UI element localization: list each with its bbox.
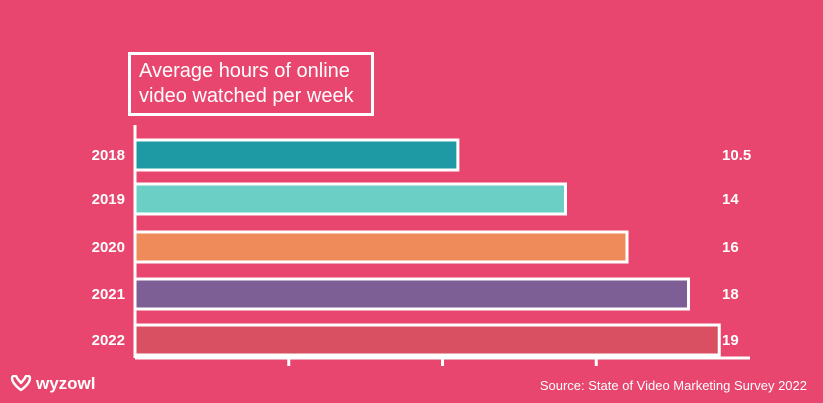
value-label-2021: 18: [722, 286, 739, 303]
value-label-2020: 16: [722, 239, 739, 256]
brand-name: wyzowl: [36, 374, 96, 393]
category-label-2018: 2018: [92, 147, 125, 164]
wyzowl-heart-icon: [10, 375, 32, 392]
chart-title-line-1: Average hours of online: [139, 60, 350, 82]
value-label-2022: 19: [722, 332, 739, 349]
value-label-2019: 14: [722, 191, 739, 208]
category-label-2019: 2019: [92, 191, 125, 208]
bar-2018: [133, 138, 460, 172]
category-label-2020: 2020: [92, 239, 125, 256]
category-label-2021: 2021: [92, 286, 125, 303]
value-label-2018: 10.5: [722, 147, 751, 164]
bar-2019: [133, 182, 567, 216]
bar-2022: [133, 323, 721, 357]
chart-title: Average hours of online video watched pe…: [128, 52, 374, 116]
source-note: Source: State of Video Marketing Survey …: [539, 378, 807, 393]
bar-2020: [133, 230, 629, 264]
category-label-2022: 2022: [92, 332, 125, 349]
brand-logo: wyzowl: [10, 374, 96, 394]
chart-title-line-2: video watched per week: [139, 85, 354, 107]
bar-2021: [133, 277, 690, 311]
